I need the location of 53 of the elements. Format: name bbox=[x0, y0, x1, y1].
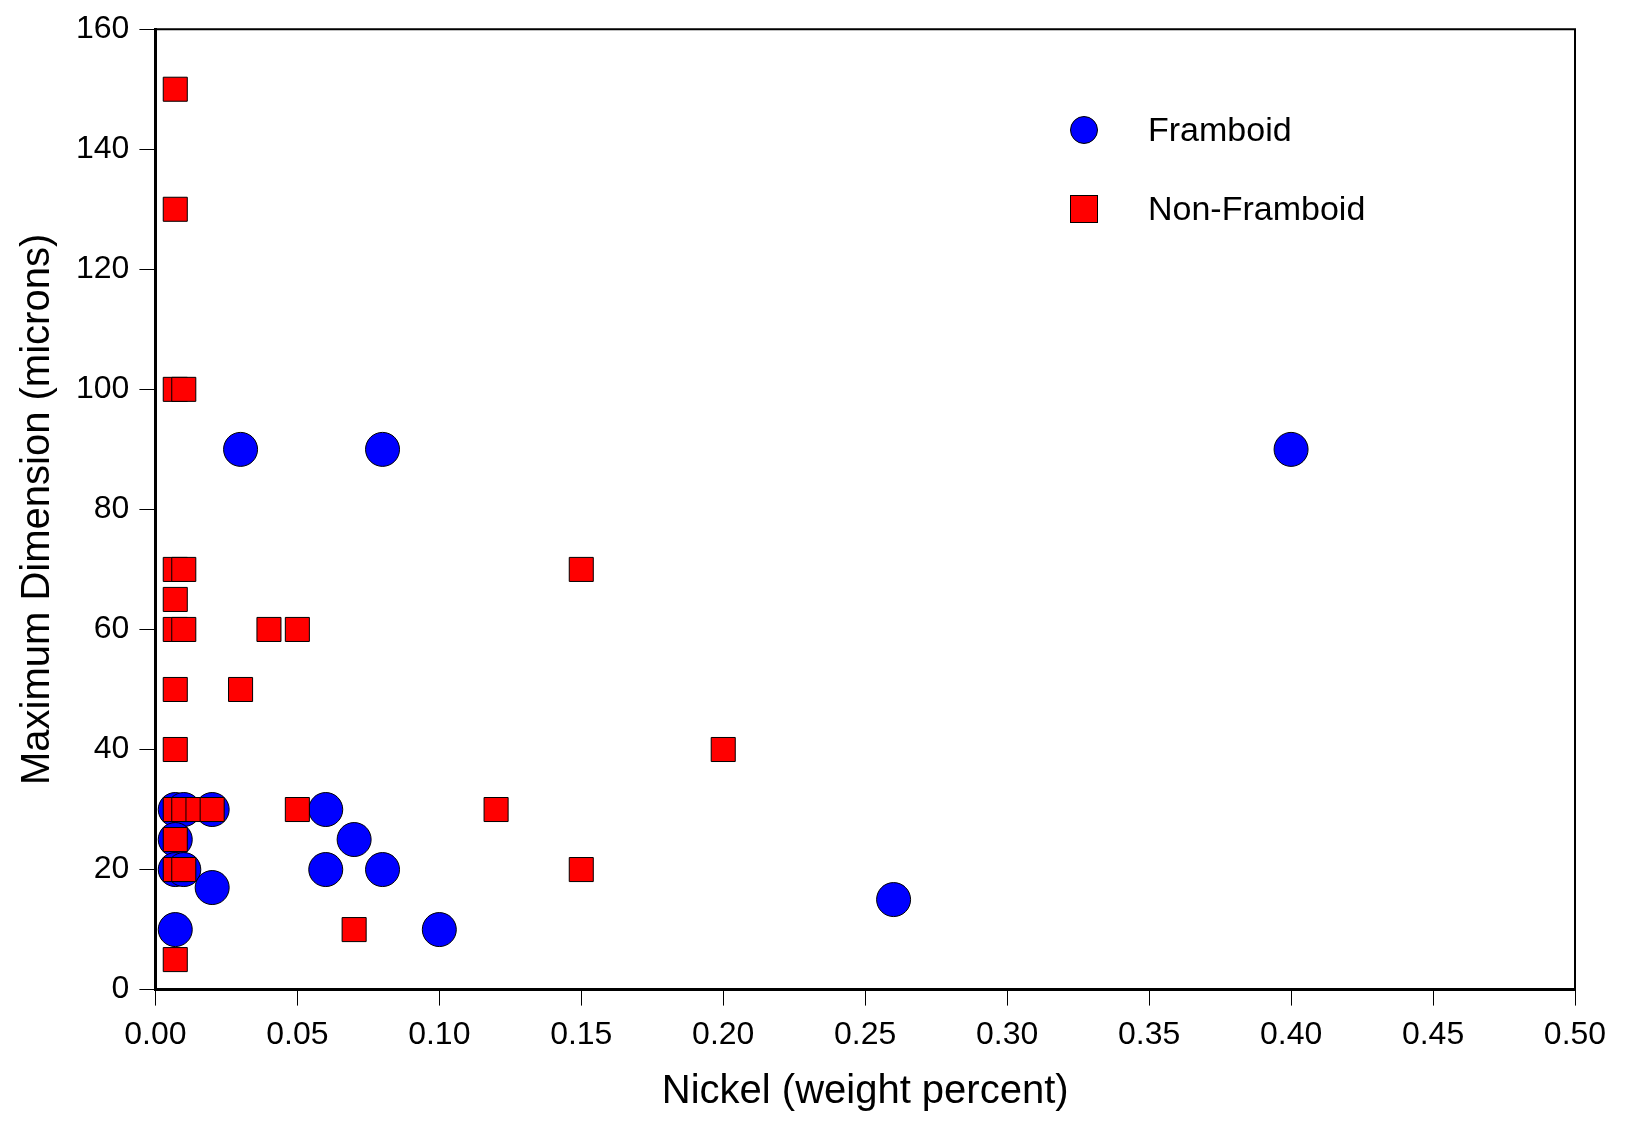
point bbox=[284, 616, 310, 642]
point bbox=[256, 616, 282, 642]
point bbox=[223, 431, 259, 467]
x-tick-label: 0.20 bbox=[692, 1014, 755, 1051]
y-axis-title: Maximum Dimension (microns) bbox=[13, 233, 58, 785]
point bbox=[308, 852, 344, 888]
point bbox=[710, 736, 736, 763]
point bbox=[568, 857, 594, 883]
point bbox=[162, 736, 188, 763]
point bbox=[194, 870, 230, 906]
x-tick-label: 0.25 bbox=[834, 1014, 897, 1051]
point bbox=[162, 196, 188, 222]
x-tick-label: 0.40 bbox=[1259, 1014, 1323, 1051]
point bbox=[876, 882, 912, 918]
y-tick-label: 0 bbox=[111, 969, 130, 1006]
point bbox=[171, 616, 197, 642]
point bbox=[483, 797, 509, 823]
point bbox=[162, 76, 188, 102]
y-tick-label: 100 bbox=[76, 369, 130, 406]
point bbox=[421, 912, 457, 948]
y-tick-label: 160 bbox=[76, 9, 130, 46]
y-tick-label: 80 bbox=[93, 489, 130, 526]
point bbox=[162, 586, 188, 612]
point bbox=[157, 912, 193, 948]
x-tick-label: 0.35 bbox=[1117, 1014, 1181, 1051]
y-tick-label: 20 bbox=[93, 849, 130, 886]
point bbox=[308, 792, 344, 828]
point bbox=[365, 852, 401, 888]
y-tick-label: 40 bbox=[93, 729, 130, 766]
point bbox=[336, 822, 372, 858]
legend-label: Framboid bbox=[1148, 110, 1292, 149]
point bbox=[162, 676, 188, 702]
point bbox=[171, 556, 197, 582]
point bbox=[284, 797, 310, 823]
point bbox=[162, 947, 188, 973]
x-tick-label: 0.00 bbox=[124, 1014, 187, 1051]
point bbox=[228, 676, 254, 702]
point bbox=[341, 917, 367, 943]
y-tick-label: 60 bbox=[93, 609, 130, 646]
point bbox=[365, 431, 401, 467]
legend-label: Non-Framboid bbox=[1148, 189, 1366, 228]
point bbox=[568, 556, 594, 582]
y-tick-label: 140 bbox=[76, 129, 130, 166]
x-tick-label: 0.30 bbox=[976, 1014, 1039, 1051]
point bbox=[171, 376, 197, 402]
x-tick-label: 0.05 bbox=[266, 1014, 329, 1051]
point bbox=[1273, 431, 1309, 467]
x-tick-label: 0.50 bbox=[1543, 1014, 1607, 1051]
x-tick-label: 0.10 bbox=[408, 1014, 471, 1051]
x-tick-label: 0.15 bbox=[550, 1014, 613, 1051]
x-tick-label: 0.45 bbox=[1401, 1014, 1465, 1051]
x-axis-title: Nickel (weight percent) bbox=[661, 1067, 1069, 1112]
y-tick-label: 120 bbox=[76, 249, 130, 286]
